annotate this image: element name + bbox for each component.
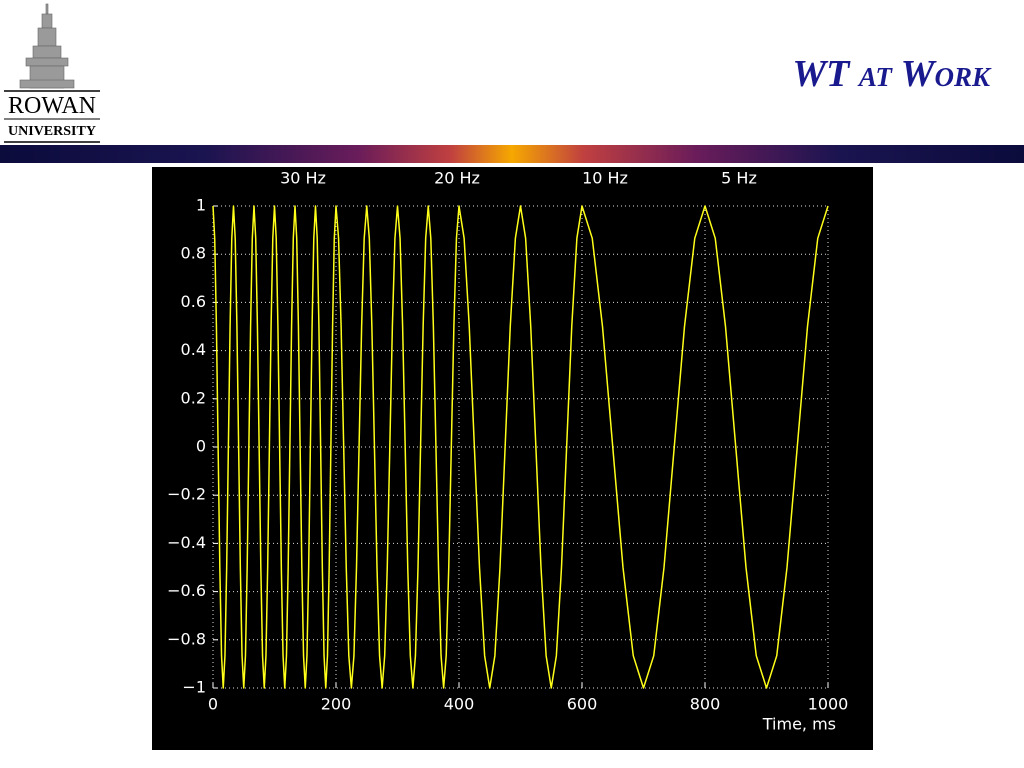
signal-line (212, 205, 829, 689)
y-tick-label: 0.6 (181, 292, 206, 311)
header-band (0, 145, 1024, 163)
x-tick-label: 1000 (808, 695, 849, 714)
logo: ROWAN UNIVERSITY (4, 3, 100, 143)
x-tick-label: 600 (567, 695, 598, 714)
logo-sub: UNIVERSITY (8, 124, 96, 139)
annotation: 30 Hz (280, 169, 326, 188)
y-tick-label: −0.6 (167, 581, 206, 600)
chart: −1 −0.8 −0.6 −0.4 −0.2 0 0.2 0.4 0.6 0.8 1 0 200 400 6… (152, 167, 873, 750)
y-tick-label: 0.4 (181, 340, 206, 359)
y-tick-label: 0 (196, 437, 206, 456)
annotation: 10 Hz (582, 169, 628, 188)
y-tick-label: 1 (196, 196, 206, 215)
x-tick-label: 0 (208, 695, 218, 714)
x-tick-label: 200 (321, 695, 352, 714)
x-tick-label: 400 (444, 695, 475, 714)
logo-name: ROWAN (8, 93, 96, 119)
y-tick-label: 0.2 (181, 388, 206, 407)
y-tick-label: −1 (182, 678, 206, 697)
y-tick-label: −0.4 (167, 533, 206, 552)
annotation: 5 Hz (721, 169, 757, 188)
x-tick-label: 800 (690, 695, 721, 714)
annotation: 20 Hz (434, 169, 480, 188)
x-axis-label: Time, ms (762, 715, 836, 734)
y-tick-label: −0.2 (167, 485, 206, 504)
y-tick-label: 0.8 (181, 244, 206, 263)
slide-title: WT at Work (792, 53, 990, 95)
y-tick-label: −0.8 (167, 629, 206, 648)
chart-background (152, 167, 873, 750)
